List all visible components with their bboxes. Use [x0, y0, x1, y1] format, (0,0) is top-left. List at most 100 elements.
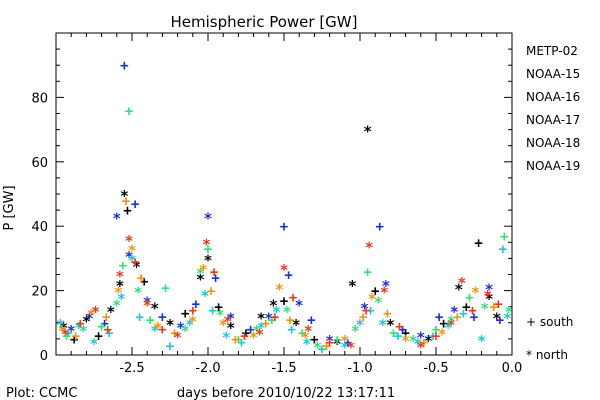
data-point-north: *	[200, 287, 209, 305]
data-point-north: *	[447, 316, 456, 334]
data-point-north: *	[112, 210, 121, 228]
data-point-south: +	[123, 203, 131, 219]
data-point-north: *	[196, 264, 205, 282]
data-point-south: +	[468, 303, 476, 319]
data-point-north: *	[143, 296, 152, 314]
data-point-north: *	[457, 274, 466, 292]
data-point-south: +	[318, 342, 326, 358]
data-point-north: *	[112, 296, 121, 314]
data-point-north: *	[302, 335, 311, 353]
data-point-south: +	[262, 316, 270, 332]
data-point-south: +	[459, 306, 467, 322]
data-point-south: +	[307, 313, 315, 329]
data-point-south: +	[210, 264, 218, 280]
data-point-south: +	[287, 322, 295, 338]
data-point-south: +	[240, 329, 248, 345]
data-point-north: *	[226, 319, 235, 337]
data-point-south: +	[122, 193, 130, 209]
data-point-south: +	[429, 329, 437, 345]
data-point-north: *	[115, 268, 124, 286]
y-tick-label: 80	[31, 91, 48, 106]
data-point-north: *	[409, 332, 418, 350]
data-point-north: *	[74, 319, 83, 337]
marker-legend-item: + south	[526, 315, 573, 329]
data-point-south: +	[103, 322, 111, 338]
data-point-north: *	[86, 306, 95, 324]
series-metp-02: *+*+***+*+**+**+* +** +*+ ***+* + *+*++**	[59, 123, 501, 354]
data-point-south: +	[97, 319, 105, 335]
data-point-south: +	[344, 335, 352, 351]
data-point-south: +	[242, 325, 250, 341]
data-point-north: *	[219, 316, 228, 334]
data-point-north: *	[249, 329, 258, 347]
data-point-south: +	[208, 303, 216, 319]
data-point-south: +	[371, 284, 379, 300]
data-point-north: *	[381, 277, 390, 295]
x-tick-labels: -2.5 -2.0 -1.5 -1.0 -0.5 0.0	[119, 361, 522, 376]
chart-title: Hemispheric Power [GW]	[171, 13, 358, 31]
data-point-south: +	[70, 332, 78, 348]
data-point-south: +	[76, 316, 84, 332]
data-point-north: *	[257, 319, 266, 337]
data-point-north: *	[340, 338, 349, 356]
data-point-south: +	[204, 242, 212, 258]
data-point-south: +	[362, 303, 370, 319]
data-point-south: +	[105, 325, 113, 341]
y-tick-labels: 0 20 40 60 80	[31, 91, 48, 364]
data-point-north: *	[348, 277, 357, 295]
data-point-north: *	[61, 325, 70, 343]
data-point-north: *	[115, 277, 124, 295]
data-point-south: +	[234, 332, 242, 348]
data-point-north: *	[313, 338, 322, 356]
data-point-north: *	[181, 322, 190, 340]
data-point-north: *	[438, 325, 447, 343]
data-point-north: *	[176, 319, 185, 337]
data-point-south: +	[289, 290, 297, 306]
data-point-north: *	[264, 309, 273, 327]
data-point-north: *	[150, 322, 159, 340]
data-point-north: *	[275, 280, 284, 298]
data-point-north: *	[424, 332, 433, 350]
x-tick-label: -1.5	[271, 361, 296, 376]
data-point-south: +	[494, 296, 502, 312]
data-point-south: +	[420, 335, 428, 351]
y-axis-label: P [GW]	[2, 185, 17, 230]
data-point-north: *	[127, 242, 136, 260]
data-point-south: +	[333, 332, 341, 348]
data-point-south: +	[432, 322, 440, 338]
data-point-south: +	[131, 197, 139, 213]
data-point-north: *	[124, 248, 133, 266]
data-point-south: +	[131, 255, 139, 271]
data-point-south: +	[146, 313, 154, 329]
data-point-north: *	[106, 303, 115, 321]
data-point-south: +	[284, 268, 292, 284]
data-point-north: *	[132, 258, 141, 276]
data-point-south: +	[470, 309, 478, 325]
data-point-north: *	[374, 293, 383, 311]
data-point-north: *	[480, 300, 489, 318]
data-point-north: *	[203, 210, 212, 228]
data-point-north: *	[91, 303, 100, 321]
data-point-north: *	[173, 329, 182, 347]
data-point-south: +	[181, 306, 189, 322]
x-tick-label: -2.5	[119, 361, 144, 376]
data-point-south: +	[158, 309, 166, 325]
data-point-south: +	[231, 332, 239, 348]
data-point-south: +	[325, 335, 333, 351]
data-point-north: *	[346, 338, 355, 356]
data-point-south: +	[166, 338, 174, 354]
data-point-south: +	[207, 284, 215, 300]
data-point-north: *	[292, 316, 301, 334]
data-point-south: +	[453, 309, 461, 325]
data-point-south: +	[158, 322, 166, 338]
data-point-north: *	[301, 329, 310, 347]
data-point-north: *	[485, 280, 494, 298]
data-point-north: *	[202, 235, 211, 253]
data-point-south: +	[135, 309, 143, 325]
data-point-north: *	[59, 319, 68, 337]
data-point-north: *	[269, 296, 278, 314]
data-point-south: +	[119, 258, 127, 274]
x-tick-label: 0.0	[502, 361, 523, 376]
legend-item: METP-02	[526, 44, 578, 58]
data-point-north: *	[378, 316, 387, 334]
